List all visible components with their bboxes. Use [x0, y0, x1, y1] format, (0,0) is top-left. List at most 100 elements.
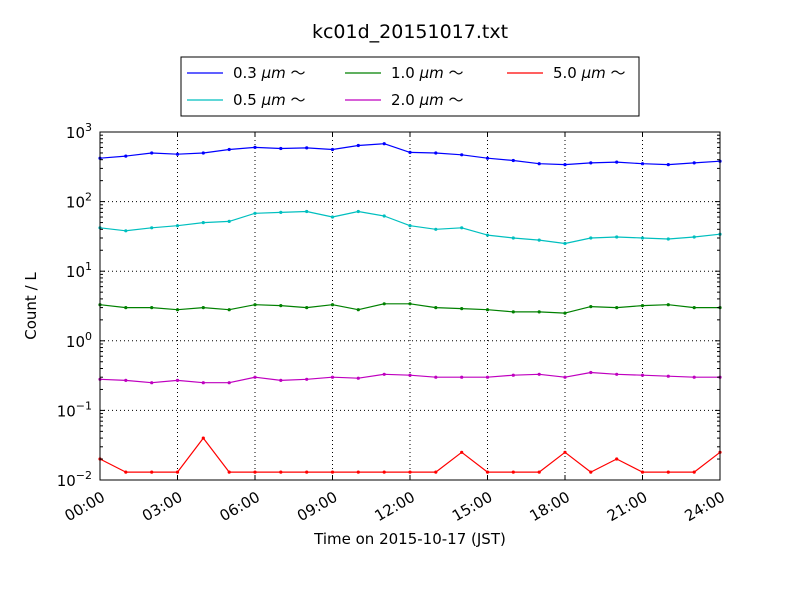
data-point: [382, 372, 386, 376]
data-point: [485, 375, 490, 379]
data-point: [330, 470, 335, 474]
grid: [100, 132, 720, 480]
data-point: [408, 150, 412, 154]
y-axis-label: Count / L: [22, 272, 40, 340]
data-point: [692, 375, 696, 379]
y-tick-label: 100: [66, 330, 92, 351]
data-point: [305, 306, 309, 310]
data-point: [253, 303, 257, 307]
data-point: [175, 470, 180, 474]
data-point: [434, 306, 438, 310]
data-point: [175, 378, 180, 382]
data-point: [150, 226, 154, 230]
data-point: [227, 381, 231, 385]
data-point: [615, 372, 619, 376]
data-point: [201, 221, 205, 225]
data-point: [356, 308, 360, 312]
data-point: [305, 146, 309, 150]
data-point: [408, 224, 412, 228]
data-point: [434, 375, 438, 379]
data-point: [485, 308, 490, 312]
data-point: [227, 147, 231, 152]
data-point: [666, 237, 670, 241]
data-point: [511, 310, 515, 314]
data-point: [253, 375, 257, 379]
data-point: [563, 450, 567, 454]
data-point: [692, 161, 696, 165]
data-point: [563, 311, 567, 315]
data-point: [408, 373, 412, 377]
data-point: [253, 470, 257, 474]
y-tick-label: 10−2: [57, 469, 92, 490]
data-point: [279, 146, 283, 151]
data-point: [124, 378, 128, 382]
data-point: [589, 470, 593, 474]
data-point: [640, 304, 645, 308]
data-point: [511, 236, 515, 240]
y-tick-label: 103: [66, 121, 92, 142]
data-point: [253, 211, 257, 215]
legend-box: [180, 56, 640, 117]
data-point: [537, 238, 541, 242]
data-point: [279, 378, 283, 382]
data-point: [640, 470, 645, 474]
data-point: [640, 162, 645, 166]
data-point: [356, 143, 360, 148]
data-point: [511, 373, 515, 377]
data-point: [511, 158, 515, 163]
data-point: [434, 227, 438, 231]
data-point: [434, 151, 438, 155]
data-point: [201, 436, 205, 440]
data-point: [692, 235, 696, 239]
data-point: [563, 241, 567, 246]
ticks: [99, 131, 721, 481]
data-point: [434, 470, 438, 474]
data-point: [227, 219, 231, 223]
data-point: [382, 142, 386, 146]
legend: 0.3 μm ～ 0.5 μm ～ 1.0 μm ～ 2.0 μm ～ 5.0 μm ～: [180, 56, 640, 117]
data-point: [408, 470, 412, 474]
data-point: [279, 470, 283, 474]
data-point: [305, 470, 309, 474]
y-tick-label: 10−1: [57, 399, 92, 420]
data-point: [640, 236, 645, 240]
data-point: [615, 306, 619, 310]
data-point: [124, 470, 128, 474]
y-tick-labels: 10−2 10−1 100 101 102 103: [57, 121, 92, 490]
x-axis-label: Time on 2015-10-17 (JST): [313, 530, 506, 548]
data-point: [615, 160, 619, 164]
data-point: [537, 470, 541, 474]
data-point: [666, 303, 670, 307]
data-point: [666, 470, 670, 474]
data-point: [150, 470, 154, 474]
data-point: [150, 381, 154, 385]
data-point: [382, 302, 386, 306]
data-point: [382, 214, 386, 218]
data-point: [124, 306, 128, 310]
series-layer: [98, 142, 722, 474]
data-point: [666, 374, 670, 378]
data-point: [330, 375, 335, 379]
data-point: [589, 161, 593, 165]
data-point: [330, 215, 335, 219]
data-point: [150, 306, 154, 310]
data-point: [692, 306, 696, 310]
data-point: [279, 210, 283, 214]
data-point: [589, 236, 593, 240]
data-point: [201, 381, 205, 385]
data-point: [563, 163, 567, 167]
legend-label: 2.0 μm ～: [391, 91, 464, 109]
data-point: [356, 376, 360, 380]
data-point: [640, 373, 645, 377]
data-point: [589, 305, 593, 309]
data-point: [460, 375, 464, 379]
chart-title: kc01d_20151017.txt: [312, 21, 508, 43]
data-point: [537, 310, 541, 314]
data-point: [485, 156, 490, 160]
data-point: [305, 377, 309, 381]
data-point: [537, 372, 541, 376]
data-point: [460, 450, 464, 454]
data-point: [305, 209, 309, 214]
data-point: [279, 304, 283, 308]
